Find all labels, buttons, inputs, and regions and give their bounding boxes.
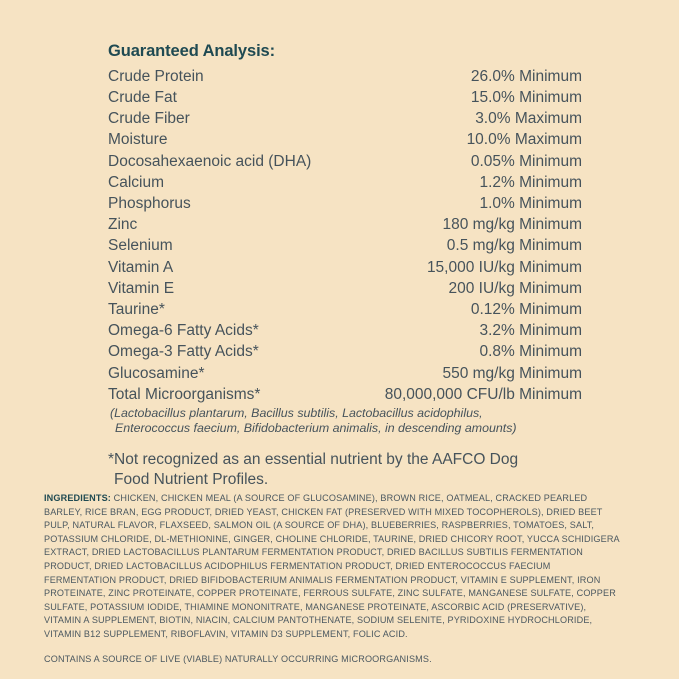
nutrient-value: 1.2% Minimum: [479, 173, 583, 191]
analysis-row: Crude Fat 15.0% Minimum: [108, 87, 582, 108]
nutrient-value: 550 mg/kg Minimum: [442, 364, 582, 382]
nutrient-name: Crude Protein: [108, 67, 204, 85]
nutrient-name: Docosahexaenoic acid (DHA): [108, 152, 312, 170]
guaranteed-analysis-heading: Guaranteed Analysis:: [108, 42, 276, 60]
nutrient-name: Selenium: [108, 237, 173, 255]
nutrient-name: Calcium: [108, 173, 164, 191]
analysis-row: Vitamin E 200 IU/kg Minimum: [108, 278, 582, 299]
nutrient-value: 1.0% Minimum: [479, 194, 583, 212]
analysis-row: Total Microorganisms* 80,000,000 CFU/lb M…: [108, 384, 582, 405]
nutrient-value: 26.0% Minimum: [470, 67, 582, 85]
nutrient-name: Vitamin E: [108, 279, 175, 297]
nutrient-value: 0.8% Minimum: [479, 343, 583, 361]
nutrient-value: 0.05% Minimum: [470, 152, 582, 170]
nutrient-name: Vitamin A: [108, 258, 174, 276]
aafco-footnote: *Not recognized as an essential nutrient…: [108, 450, 578, 490]
nutrient-name: Omega-3 Fatty Acids*: [108, 343, 259, 361]
nutrient-name: Total Microorganisms*: [108, 385, 261, 403]
nutrient-value: 3.0% Maximum: [475, 110, 582, 128]
nutrient-value: 15,000 IU/kg Minimum: [426, 258, 582, 276]
contains-live-microorganisms-statement: CONTAINS A SOURCE OF LIVE (VIABLE) NATUR…: [44, 653, 432, 664]
nutrient-name: Crude Fat: [108, 88, 177, 106]
analysis-row: Phosphorus 1.0% Minimum: [108, 193, 582, 214]
nutrient-value: 0.5 mg/kg Minimum: [446, 237, 582, 255]
nutrient-value: 15.0% Minimum: [470, 88, 582, 106]
ingredients-label: INGREDIENTS:: [44, 493, 111, 504]
nutrient-name: Taurine*: [108, 301, 165, 318]
guaranteed-analysis-table: Crude Protein 26.0% Minimum Crude Fat 15.0%…: [108, 66, 582, 405]
nutrient-value: 180 mg/kg Minimum: [442, 216, 582, 234]
nutrient-value: 80,000,000 CFU/lb Minimum: [384, 385, 582, 403]
ingredients-list: CHICKEN, CHICKEN MEAL (A SOURCE OF GLUCO…: [44, 493, 620, 640]
analysis-row: Calcium 1.2% Minimum: [108, 172, 582, 193]
analysis-row: Crude Fiber 3.0% Maximum: [108, 108, 582, 129]
analysis-row: Moisture 10.0% Maximum: [108, 129, 582, 150]
nutrient-value: 10.0% Maximum: [466, 131, 582, 149]
microorganism-strain-line-1: (Lactobacillus plantarum, Bacillus subti…: [110, 406, 483, 421]
nutrient-name: Moisture: [108, 131, 168, 149]
nutrient-value: 200 IU/kg Minimum: [448, 279, 582, 297]
nutrient-name: Zinc: [108, 216, 138, 234]
analysis-row: Omega-6 Fatty Acids* 3.2% Minimum: [108, 320, 582, 341]
aafco-footnote-line-2: Food Nutrient Profiles.: [114, 471, 269, 489]
guaranteed-analysis-section: Guaranteed Analysis: Crude Protein 26.0% …: [108, 41, 582, 490]
analysis-row: Zinc 180 mg/kg Minimum: [108, 214, 582, 235]
analysis-row: Omega-3 Fatty Acids* 0.8% Minimum: [108, 341, 582, 362]
nutrient-name: Phosphorus: [108, 194, 191, 212]
microorganism-strain-line-2: Enterococcus faecium, Bifidobacterium an…: [115, 421, 517, 436]
analysis-row: Taurine* 0.12% Minimum: [108, 299, 582, 320]
analysis-row: Vitamin A 15,000 IU/kg Minimum: [108, 257, 582, 278]
analysis-row: Docosahexaenoic acid (DHA) 0.05% Minimum: [108, 151, 582, 172]
ingredients-paragraph: INGREDIENTS: CHICKEN, CHICKEN MEAL (A SO…: [44, 492, 624, 642]
nutrient-name: Omega-6 Fatty Acids*: [108, 322, 259, 340]
aafco-footnote-line-1: *Not recognized as an essential nutrient…: [108, 451, 519, 469]
analysis-row: Selenium 0.5 mg/kg Minimum: [108, 235, 582, 256]
microorganism-strain-note: (Lactobacillus plantarum, Bacillus subti…: [108, 406, 582, 436]
nutrient-value: 0.12% Minimum: [470, 301, 582, 318]
analysis-row: Crude Protein 26.0% Minimum: [108, 66, 582, 87]
analysis-row: Glucosamine* 550 mg/kg Minimum: [108, 363, 582, 384]
nutrient-value: 3.2% Minimum: [479, 322, 583, 340]
nutrient-name: Crude Fiber: [108, 110, 190, 128]
nutrient-name: Glucosamine*: [108, 364, 205, 382]
ingredients-section: INGREDIENTS: CHICKEN, CHICKEN MEAL (A SO…: [44, 483, 624, 675]
